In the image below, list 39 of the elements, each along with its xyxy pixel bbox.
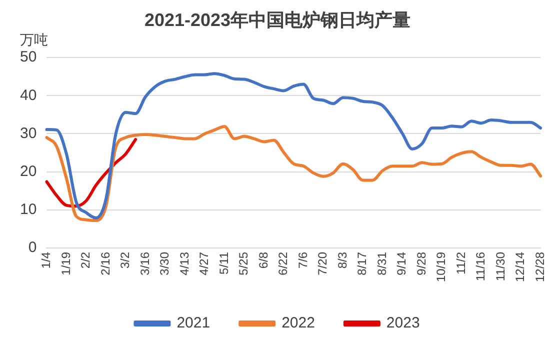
x-tick-label: 7/20 — [316, 252, 330, 276]
x-tick-label: 2/16 — [98, 252, 112, 276]
x-tick-label: 3/2 — [118, 252, 132, 269]
x-tick-label: 4/13 — [177, 252, 192, 276]
y-tick-label: 10 — [20, 201, 37, 218]
x-tick-label: 5/25 — [236, 252, 251, 276]
x-tick-label: 12/14 — [513, 252, 528, 282]
x-tick-label: 12/28 — [532, 252, 547, 282]
x-tick-label: 11/16 — [474, 252, 488, 282]
x-tick-label: 4/27 — [197, 252, 212, 276]
x-tick-label: 1/4 — [38, 252, 53, 269]
legend-label: 2023 — [386, 314, 420, 332]
x-tick-label: 2/2 — [78, 252, 93, 269]
y-tick-label: 40 — [20, 86, 37, 104]
x-tick-label: 8/31 — [374, 252, 389, 276]
chart-title: 2021-2023年中国电炉钢日均产量 — [144, 10, 411, 30]
y-axis-title: 万吨 — [20, 31, 48, 48]
x-tick-label: 6/8 — [256, 252, 270, 269]
y-tick-label: 0 — [28, 239, 37, 256]
x-tick-label: 7/6 — [296, 252, 310, 269]
x-tick-label: 10/19 — [434, 252, 448, 282]
x-tick-label: 6/22 — [276, 252, 290, 276]
x-tick-label: 9/28 — [414, 252, 428, 276]
line-series — [45, 125, 542, 222]
x-tick-label: 9/14 — [394, 252, 409, 276]
x-tick-label: 3/30 — [158, 252, 172, 276]
x-tick-label: 11/30 — [493, 252, 508, 282]
x-tick-label: 8/3 — [335, 252, 350, 269]
y-tick-label: 30 — [20, 124, 37, 142]
y-tick-label: 50 — [20, 48, 37, 66]
x-tick-label: 11/2 — [454, 252, 468, 274]
line-series — [45, 72, 542, 220]
legend-label: 2022 — [282, 314, 315, 332]
y-tick-label: 20 — [20, 162, 37, 180]
x-tick-label: 1/19 — [58, 252, 73, 276]
x-tick-label: 8/17 — [355, 252, 370, 276]
x-tick-label: 3/16 — [138, 252, 152, 276]
legend-label: 2021 — [176, 314, 210, 332]
x-tick-label: 5/11 — [216, 252, 231, 274]
